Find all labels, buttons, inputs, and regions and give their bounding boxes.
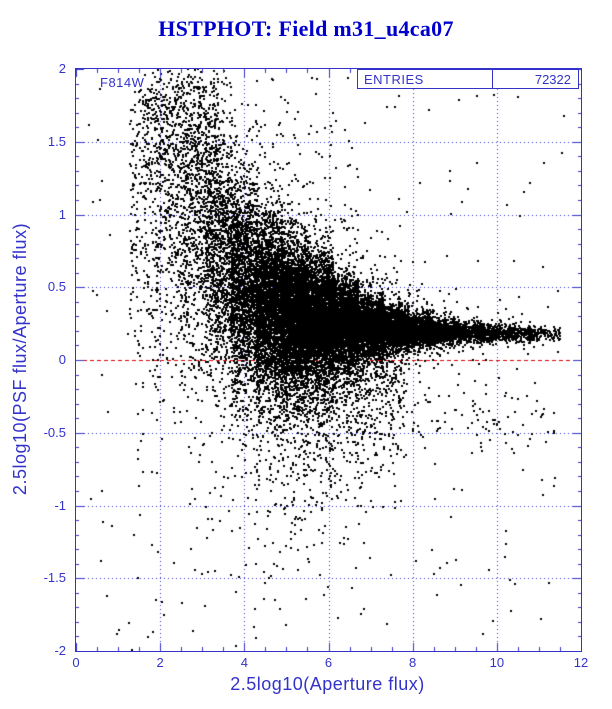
x-tick-label: 0 [72, 655, 80, 670]
y-tick-label: 0.5 [47, 279, 66, 295]
x-tick-label: 2 [156, 655, 164, 670]
y-tick-label: 2 [58, 61, 66, 76]
scatter-canvas [76, 69, 581, 651]
plot-frame: F814W ENTRIES 72322 [75, 68, 582, 652]
x-axis-title: 2.5log10(Aperture flux) [230, 674, 425, 694]
y-tick-label: 0 [58, 352, 66, 367]
y-tick-label: -0.5 [43, 424, 66, 440]
stats-entries-value: 72322 [492, 70, 578, 88]
x-tick-label: 6 [324, 655, 333, 670]
stats-box: ENTRIES 72322 [357, 69, 579, 89]
x-tick-label: 8 [409, 655, 417, 670]
x-tick-label: 10 [489, 655, 505, 670]
y-tick-label: 1.5 [47, 133, 66, 149]
y-tick-label: -1.5 [43, 570, 66, 586]
x-tick-label: 4 [240, 655, 248, 670]
chart-title: HSTPHOT: Field m31_u4ca07 [158, 16, 454, 41]
y-tick-label: 1 [58, 206, 66, 222]
y-tick-label: -1 [54, 497, 66, 513]
stats-entries-label: ENTRIES [364, 71, 424, 87]
filter-annotation: F814W [100, 75, 145, 90]
x-tick-label: 12 [573, 655, 589, 670]
y-tick-label: -2 [54, 643, 66, 658]
